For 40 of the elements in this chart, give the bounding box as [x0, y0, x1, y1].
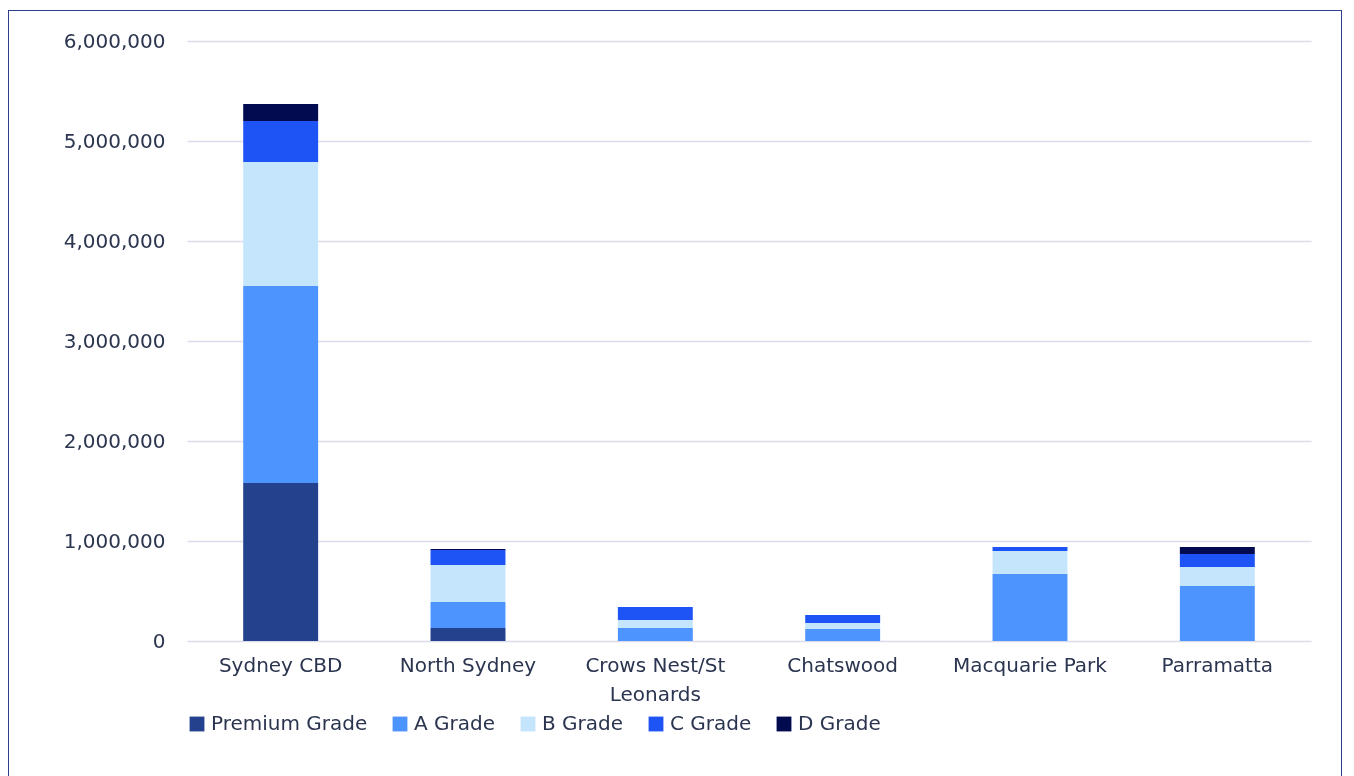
bar [243, 483, 319, 641]
bar [805, 623, 881, 629]
y-tick-label: 2,000,000 [63, 428, 166, 453]
y-tick-label: 0 [152, 628, 166, 653]
x-tick-label: Chatswood [787, 652, 899, 677]
bar [243, 121, 319, 162]
bar [430, 565, 506, 602]
bar [243, 162, 319, 286]
bar [430, 550, 506, 565]
bar [992, 551, 1068, 574]
bar [1179, 567, 1255, 586]
bar [992, 547, 1068, 551]
legend-label: B Grade [542, 711, 624, 735]
bar [617, 607, 693, 620]
y-tick-label: 5,000,000 [63, 128, 166, 153]
x-tick-label: Crows Nest/St Leonards [585, 652, 726, 706]
bar [1179, 554, 1255, 567]
y-tick-label: 3,000,000 [63, 328, 166, 353]
bar [805, 629, 881, 641]
x-tick-label: Macquarie Park [953, 652, 1108, 677]
bar [992, 574, 1068, 641]
x-tick-label: Sydney CBD [218, 652, 343, 677]
bar [617, 620, 693, 628]
bar [1179, 586, 1255, 641]
legend-label: D Grade [798, 711, 881, 735]
legend-label: A Grade [414, 711, 496, 735]
x-tick-label: North Sydney [399, 652, 537, 677]
y-tick-label: 4,000,000 [63, 228, 166, 253]
y-tick-label: 6,000,000 [63, 28, 166, 53]
legend-label: C Grade [670, 711, 752, 735]
bar [243, 286, 319, 483]
bar [430, 628, 506, 641]
bar [243, 104, 319, 121]
x-tick-label: Parramatta [1161, 652, 1274, 677]
bar [805, 615, 881, 623]
bar [1179, 547, 1255, 554]
y-tick-label: 1,000,000 [63, 528, 166, 553]
legend-label: Premium Grade [211, 711, 368, 735]
bar [430, 602, 506, 628]
bar [617, 628, 693, 641]
